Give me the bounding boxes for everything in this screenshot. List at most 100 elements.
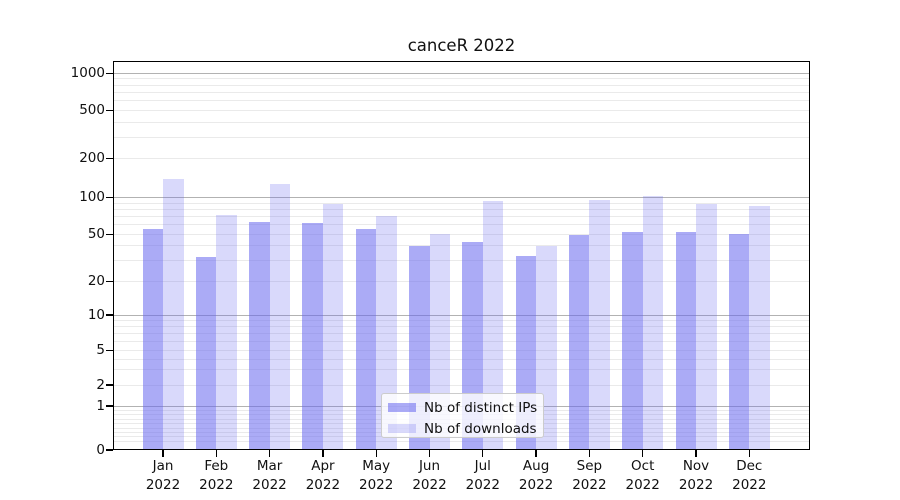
x-tick [268, 450, 271, 457]
grid-line-minor [114, 100, 809, 102]
bar-distinct-ips [622, 232, 643, 450]
y-tick [106, 110, 113, 112]
bar-distinct-ips [195, 257, 217, 450]
x-tick [588, 450, 591, 457]
bar-downloads [482, 200, 504, 450]
grid-line-minor [114, 92, 809, 94]
grid-line-minor [114, 78, 809, 80]
bar-downloads [376, 215, 397, 450]
grid-line-minor [114, 84, 809, 86]
grid-line-minor [114, 121, 809, 123]
bar-distinct-ips [302, 222, 323, 450]
grid-line-minor [114, 260, 809, 262]
bar-downloads [163, 179, 184, 450]
y-tick [106, 157, 113, 159]
legend-label-distinct-ips: Nb of distinct IPs [424, 399, 538, 416]
grid-line-minor [114, 440, 809, 442]
y-tick [106, 449, 113, 451]
x-tick-label: Jul 2022 [465, 458, 500, 493]
y-tick [106, 72, 113, 74]
grid-line-minor [114, 332, 809, 334]
legend-entry-distinct-ips: Nb of distinct IPs [388, 398, 543, 417]
grid-line-minor [114, 215, 809, 217]
grid-line-minor [114, 233, 809, 235]
y-tick-label: 0 [96, 441, 105, 458]
grid-line-minor [114, 319, 809, 321]
x-tick-label: Jun 2022 [412, 458, 447, 493]
y-tick [106, 314, 113, 316]
x-tick [322, 450, 324, 457]
grid-line-minor [114, 281, 809, 283]
x-tick [535, 450, 537, 457]
legend-label-downloads: Nb of downloads [424, 420, 537, 437]
bar-downloads [642, 196, 664, 450]
y-tick-label: 500 [79, 102, 105, 119]
x-tick [215, 450, 217, 457]
y-tick [106, 281, 113, 283]
grid-line-minor [114, 110, 809, 112]
grid-line-minor [114, 224, 809, 226]
x-tick-label: Aug 2022 [518, 458, 554, 493]
bar-downloads [322, 204, 344, 450]
grid-line-minor [114, 208, 809, 210]
legend-swatch-distinct-ips [388, 402, 416, 413]
bar-downloads [216, 214, 237, 450]
x-tick [482, 450, 484, 457]
y-tick [106, 384, 113, 386]
y-tick-label: 10 [87, 306, 105, 323]
y-tick-label: 200 [79, 149, 105, 166]
grid-line-major [114, 197, 809, 198]
grid-line-minor [114, 340, 809, 342]
x-tick-label: May 2022 [359, 458, 394, 493]
grid-line-minor [114, 157, 809, 159]
x-tick [642, 450, 644, 457]
grid-line-minor [114, 245, 809, 247]
grid-line-minor [114, 358, 809, 360]
bar-downloads [589, 200, 610, 450]
grid-line-minor [114, 369, 809, 371]
y-tick [106, 196, 113, 199]
bar-distinct-ips [568, 235, 590, 450]
y-tick [106, 405, 113, 407]
bar-distinct-ips [728, 234, 750, 450]
grid-line-minor [114, 384, 809, 386]
grid-line-minor [114, 350, 809, 352]
x-tick [428, 450, 431, 457]
bar-downloads [749, 205, 770, 450]
y-tick-label: 5 [96, 342, 105, 359]
y-tick-label: 1000 [70, 64, 105, 81]
chart-legend: Nb of distinct IPs Nb of downloads [381, 393, 544, 438]
bar-distinct-ips [249, 222, 270, 450]
bar-distinct-ips [142, 229, 163, 450]
y-tick-label: 20 [87, 273, 105, 290]
grid-line-major [114, 314, 809, 316]
grid-line-minor [114, 325, 809, 327]
x-tick-label: Sep 2022 [572, 458, 607, 493]
x-tick-label: Dec 2022 [732, 458, 767, 493]
chart-title: canceR 2022 [407, 36, 516, 55]
legend-entry-downloads: Nb of downloads [388, 419, 543, 438]
y-tick-label: 1 [96, 397, 105, 414]
bar-distinct-ips [675, 232, 696, 450]
x-tick-label: Nov 2022 [678, 458, 714, 493]
grid-line-minor [114, 202, 809, 204]
x-tick-label: Jan 2022 [145, 458, 181, 493]
bar-downloads [696, 203, 717, 450]
y-tick-label: 100 [79, 189, 105, 205]
y-tick [106, 350, 113, 352]
x-tick-label: Feb 2022 [199, 458, 234, 493]
x-tick [695, 450, 697, 457]
x-tick [748, 450, 750, 457]
x-tick [162, 450, 164, 457]
grid-line-major [114, 72, 809, 74]
x-tick-label: Oct 2022 [625, 458, 660, 493]
bar-downloads [269, 183, 291, 450]
grid-line-minor [114, 136, 809, 138]
x-tick [375, 450, 377, 457]
y-tick-label: 50 [87, 225, 105, 242]
y-tick-label: 2 [96, 376, 105, 393]
bar-distinct-ips [355, 229, 377, 450]
x-tick-label: Mar 2022 [252, 458, 287, 493]
y-tick [106, 233, 113, 235]
